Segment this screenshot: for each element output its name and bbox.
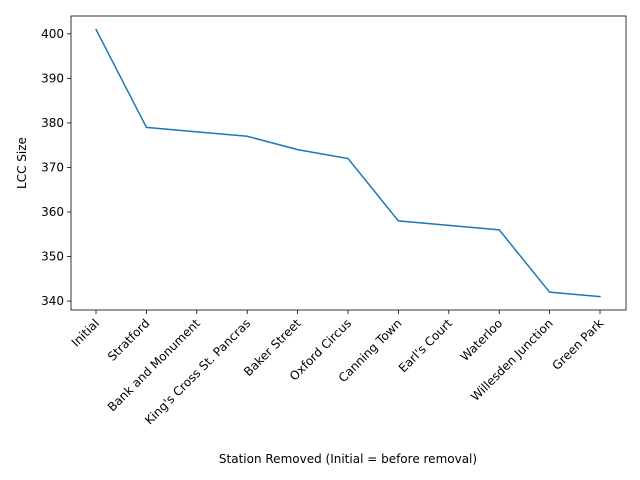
x-tick-label: Stratford [105, 316, 153, 364]
plot-area [71, 16, 626, 310]
y-tick-label: 350 [41, 250, 64, 264]
x-tick-label: Waterloo [458, 316, 506, 364]
data-point [347, 157, 349, 160]
y-axis-title: LCC Size [15, 137, 29, 189]
x-tick-label: Bank and Monument [105, 316, 203, 414]
y-tick-label: 400 [41, 27, 64, 41]
data-point [548, 291, 551, 293]
x-tick-label: Initial [69, 316, 102, 349]
y-tick-label: 370 [41, 160, 64, 174]
x-tick-label: Green Park [549, 316, 606, 373]
data-point [296, 148, 299, 151]
y-axis-ticks: 340 350 360 370 380 390 400 [41, 27, 71, 308]
data-point [145, 126, 148, 129]
plot-frame [70, 15, 627, 311]
x-tick-label: Earl's Court [396, 316, 455, 375]
y-tick-label: 390 [41, 71, 64, 85]
x-tick-label: King's Cross St. Pancras [142, 316, 253, 427]
data-point [599, 295, 601, 298]
y-tick-label: 340 [41, 294, 64, 308]
y-tick-label: 360 [41, 205, 64, 219]
data-point [95, 28, 97, 31]
data-point [498, 229, 500, 231]
series-points [95, 28, 601, 298]
data-point [196, 131, 198, 133]
y-tick-label: 380 [41, 116, 64, 130]
data-point [246, 135, 248, 138]
data-point [448, 224, 450, 227]
data-point [397, 220, 400, 222]
x-axis-title: Station Removed (Initial = before remova… [219, 452, 477, 466]
